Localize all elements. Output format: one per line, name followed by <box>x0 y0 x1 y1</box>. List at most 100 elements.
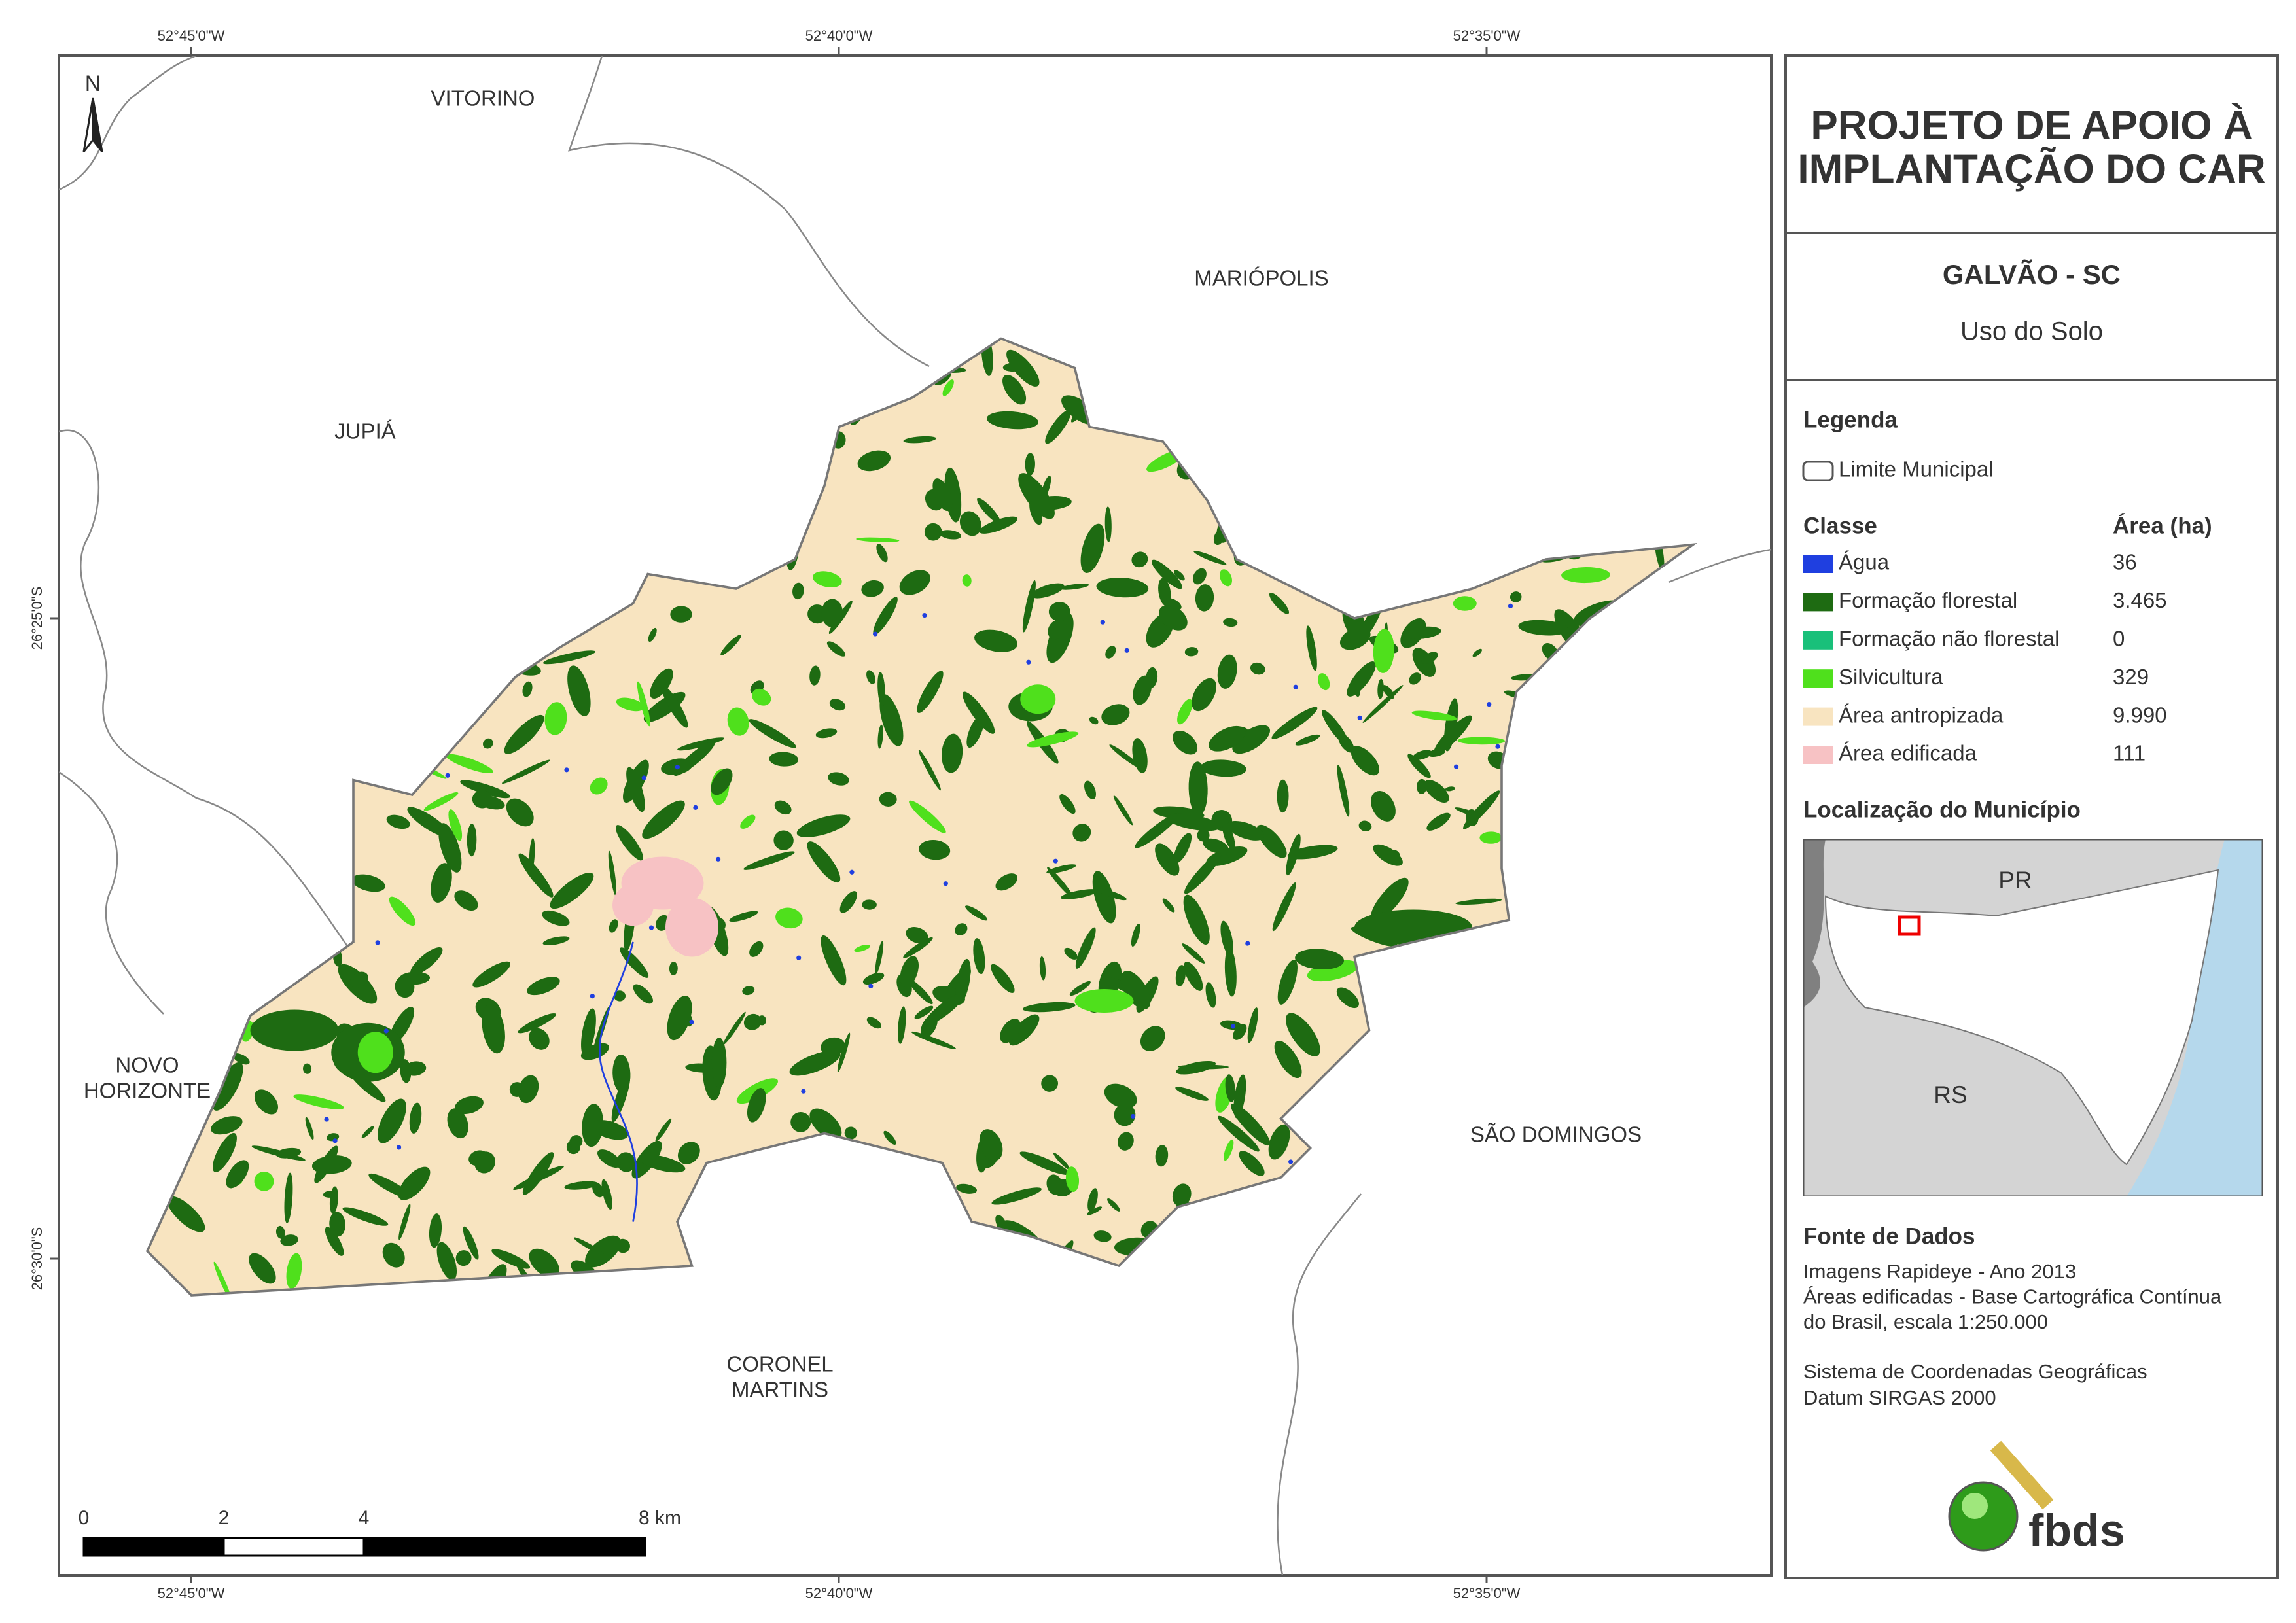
water-body <box>445 773 450 778</box>
patch <box>667 995 692 1041</box>
patch <box>720 635 741 655</box>
boundary <box>59 56 197 191</box>
patch <box>1175 965 1186 986</box>
patch <box>955 958 971 1004</box>
patch <box>1225 1074 1236 1102</box>
patch <box>211 1116 243 1135</box>
patch <box>1000 1019 1021 1043</box>
patch <box>483 738 493 749</box>
patch <box>1339 627 1371 650</box>
patch <box>743 1013 762 1030</box>
patch <box>1140 1026 1165 1051</box>
water-body <box>1130 1113 1136 1119</box>
legend-value: 9.990 <box>2113 703 2167 727</box>
patch <box>349 971 368 988</box>
municipality-name: GALVÃO - SC <box>1943 259 2121 290</box>
patch <box>875 941 884 975</box>
patch <box>1045 410 1071 444</box>
patch <box>932 478 953 512</box>
urban-area <box>665 898 718 957</box>
location-inset <box>1803 839 2263 1196</box>
patch <box>1131 923 1140 947</box>
patch <box>962 574 972 587</box>
coordinate-label: 26°30'0"S <box>29 1227 45 1291</box>
patch <box>1409 672 1421 685</box>
map-subtitle: Uso do Solo <box>1960 317 2103 346</box>
patch <box>1074 989 1134 1013</box>
coordinate-label: 52°40'0"W <box>805 1585 873 1601</box>
patch <box>1176 1060 1216 1075</box>
patch <box>711 768 733 795</box>
patch <box>1025 453 1035 476</box>
patch <box>1166 813 1221 831</box>
patch <box>995 873 1018 891</box>
north-arrow <box>82 97 103 152</box>
patch <box>877 672 885 707</box>
water-body <box>383 1028 389 1034</box>
patch <box>1510 591 1522 602</box>
patch <box>592 1182 604 1198</box>
patch <box>614 990 626 1002</box>
patch <box>1274 1040 1302 1079</box>
patch <box>233 1053 250 1065</box>
patch <box>1097 888 1127 901</box>
patch <box>1232 725 1271 754</box>
patch <box>1218 1115 1260 1152</box>
patch <box>1286 833 1301 876</box>
patch <box>991 1187 1042 1205</box>
patch <box>1183 894 1210 945</box>
patch <box>506 798 534 827</box>
patch <box>1162 898 1175 913</box>
patch <box>662 686 688 728</box>
patch <box>900 956 919 988</box>
patch <box>398 1204 411 1240</box>
patch <box>1412 750 1432 760</box>
patch <box>1217 654 1237 689</box>
patch <box>275 1225 285 1239</box>
patch <box>1018 473 1055 519</box>
water-body <box>396 1145 402 1150</box>
patch <box>1205 982 1216 1008</box>
patch <box>482 1004 505 1054</box>
patch <box>1172 1183 1192 1207</box>
patch <box>609 919 618 933</box>
patch <box>472 961 511 988</box>
patch <box>1193 550 1227 565</box>
patch <box>1268 1124 1290 1160</box>
patch <box>542 650 595 665</box>
patch <box>940 530 962 540</box>
legend-swatch <box>1803 669 1833 688</box>
patch <box>429 1213 442 1248</box>
patch <box>1002 374 1027 405</box>
patch <box>655 1118 672 1142</box>
patch <box>213 1261 232 1295</box>
coordinate-label: 26°25'0"S <box>29 587 45 650</box>
patch <box>1457 737 1506 745</box>
coordinate-label: 52°35'0"W <box>1453 1585 1521 1601</box>
patch <box>438 823 462 873</box>
patch <box>1107 1198 1120 1212</box>
patch <box>1175 1087 1209 1101</box>
patch <box>1059 584 1089 590</box>
patch <box>1173 570 1185 581</box>
patch <box>1135 812 1180 848</box>
patch <box>633 984 653 1004</box>
patch <box>650 668 673 699</box>
patch <box>861 580 884 597</box>
urban-area <box>612 884 654 926</box>
legend-label: Área edificada <box>1839 741 1977 765</box>
patch <box>857 450 891 472</box>
patch <box>463 1226 479 1260</box>
patch <box>1101 704 1130 725</box>
patch <box>898 1006 906 1044</box>
patch <box>249 1253 276 1284</box>
patch <box>1306 625 1317 671</box>
patch <box>522 681 533 697</box>
patch <box>749 719 796 748</box>
patch <box>447 1108 468 1139</box>
patch <box>1020 684 1056 714</box>
scale-label: 2 <box>219 1507 230 1529</box>
patch <box>1518 620 1568 636</box>
